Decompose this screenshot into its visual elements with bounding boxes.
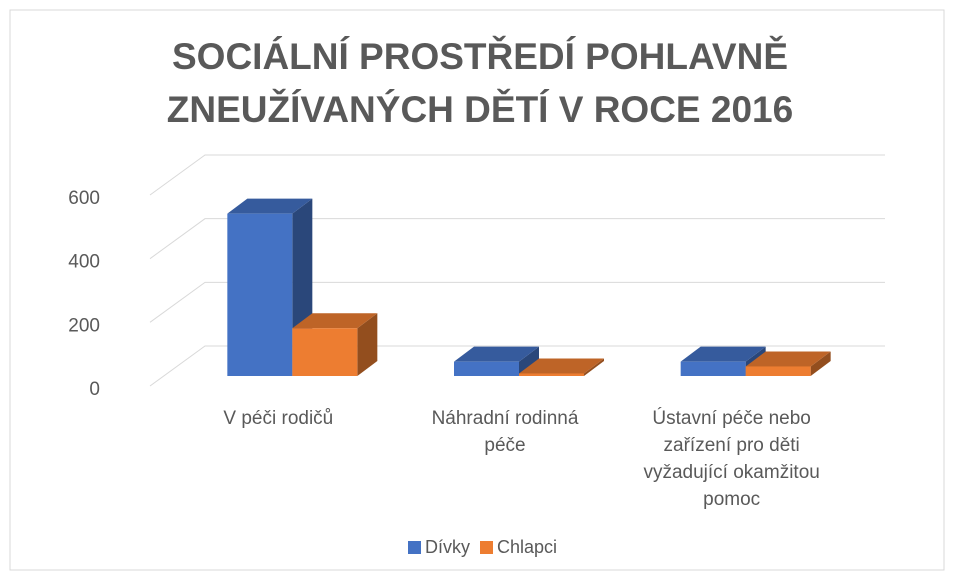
legend-label: Chlapci (496, 537, 558, 557)
grid-line (149, 218, 885, 260)
bar-top (745, 351, 831, 367)
bar-top (292, 313, 378, 329)
bar-side (810, 351, 831, 376)
bar-top (227, 198, 313, 214)
x-tick-label: Ústavní péče nebo zařízení pro děti vyža… (643, 408, 820, 510)
bar (519, 373, 584, 376)
legend-label: Dívky (424, 537, 470, 557)
bar (745, 366, 811, 376)
y-tick-label: 200 (68, 315, 100, 336)
bar (680, 361, 746, 376)
bar (292, 328, 358, 376)
legend-swatch (479, 541, 493, 554)
x-tick-label: V péči rodičů (223, 408, 334, 429)
grid-line (149, 281, 885, 323)
bar (227, 213, 293, 376)
bar (454, 361, 519, 376)
grid-line (149, 345, 885, 387)
legend-swatch (407, 541, 421, 554)
y-tick-label: 400 (68, 252, 100, 273)
bar-side (519, 346, 539, 376)
chart-border (9, 9, 945, 571)
bar-side (584, 358, 604, 376)
bar-top (519, 358, 604, 374)
chart-title: SOCIÁLNÍ PROSTŘEDÍ POHLAVNĚ ZNEUŽÍVANÝCH… (166, 36, 794, 130)
legend: Dívky Chlapci (0, 537, 955, 558)
bar-top (680, 346, 766, 362)
x-tick-label: Náhradní rodinná péče (431, 408, 579, 456)
bar-top (454, 346, 539, 362)
y-tick-label: 0 (89, 379, 100, 400)
grid-line (149, 154, 885, 196)
y-tick-label: 600 (68, 188, 100, 209)
bar-side (357, 313, 378, 376)
